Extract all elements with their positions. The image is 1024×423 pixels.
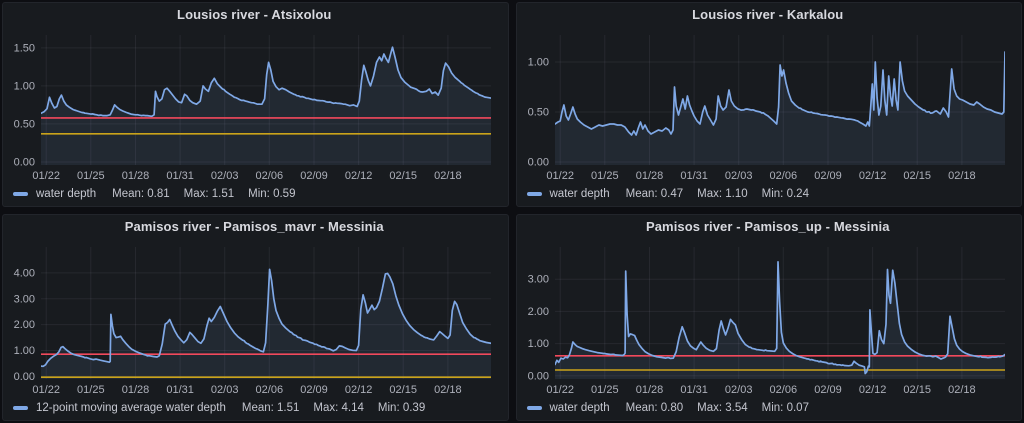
svg-text:4.00: 4.00 (14, 267, 35, 279)
svg-text:02/18: 02/18 (434, 384, 462, 396)
panel-lousios-atsixolou: Lousios river - Atsixolou 01/22 01/25 01/2… (2, 2, 509, 207)
svg-text:02/06: 02/06 (769, 170, 797, 182)
svg-text:02/12: 02/12 (858, 170, 886, 182)
svg-text:02/15: 02/15 (389, 170, 417, 182)
svg-text:02/09: 02/09 (814, 170, 842, 182)
svg-text:02/03: 02/03 (211, 384, 239, 396)
legend-stat-mean: Mean: 1.51 (241, 402, 300, 414)
svg-text:02/03: 02/03 (724, 384, 752, 396)
svg-text:01/22: 01/22 (32, 170, 60, 182)
svg-text:01/31: 01/31 (166, 170, 194, 182)
svg-text:01/28: 01/28 (635, 170, 663, 182)
svg-text:01/25: 01/25 (77, 384, 105, 396)
svg-text:02/09: 02/09 (814, 384, 842, 396)
svg-text:01/28: 01/28 (635, 384, 663, 396)
svg-text:01/25: 01/25 (591, 170, 619, 182)
legend-stat-mean: Mean: 0.81 (112, 188, 170, 200)
svg-text:0.50: 0.50 (14, 118, 35, 130)
svg-text:0.00: 0.00 (14, 371, 35, 383)
panel-pamisos-up: Pamisos river - Pamisos_up - Messinia 01… (515, 214, 1022, 421)
svg-text:0.00: 0.00 (14, 157, 35, 169)
svg-text:02/06: 02/06 (256, 170, 284, 182)
series-color-swatch (526, 406, 542, 410)
legend-stat-max: Max: 1.10 (697, 188, 748, 200)
svg-text:2.00: 2.00 (14, 319, 35, 331)
series-color-swatch (526, 192, 542, 196)
svg-text:02/03: 02/03 (211, 170, 239, 182)
legend-stat-min: Min: 0.39 (377, 402, 426, 414)
svg-text:02/15: 02/15 (903, 384, 931, 396)
legend-stat-mean: Mean: 0.80 (625, 402, 684, 414)
time-series-plot[interactable]: 01/22 01/25 01/28 01/31 02/03 02/06 02/09 02/12… (523, 235, 1014, 399)
legend-stats: Mean: 0.81 Max: 1.51 Min: 0.59 (112, 188, 295, 200)
time-series-plot[interactable]: 01/22 01/25 01/28 01/31 02/03 02/06 02/09 02/12… (9, 23, 500, 185)
legend-stat-min: Min: 0.24 (761, 188, 809, 200)
legend-series-label[interactable]: water depth (549, 188, 610, 200)
legend-stat-max: Max: 1.51 (183, 188, 235, 200)
svg-text:01/22: 01/22 (546, 170, 574, 182)
legend-stat-max: Max: 3.54 (697, 402, 748, 414)
svg-text:02/09: 02/09 (300, 384, 328, 396)
svg-text:02/15: 02/15 (389, 384, 417, 396)
svg-text:01/31: 01/31 (680, 384, 708, 396)
svg-text:01/31: 01/31 (680, 170, 708, 182)
legend-stat-max: Max: 4.14 (313, 402, 364, 414)
svg-text:0.50: 0.50 (527, 107, 548, 119)
panel-title[interactable]: Lousios river - Karkalou (692, 7, 844, 22)
svg-text:2.00: 2.00 (527, 306, 548, 318)
svg-text:02/18: 02/18 (948, 384, 976, 396)
svg-text:01/28: 01/28 (122, 170, 150, 182)
svg-text:1.00: 1.00 (14, 345, 35, 357)
legend-stat-min: Min: 0.59 (248, 188, 296, 200)
svg-text:02/12: 02/12 (858, 384, 886, 396)
svg-text:02/15: 02/15 (903, 170, 931, 182)
svg-text:1.00: 1.00 (14, 80, 35, 92)
legend: 12-point moving average water depth Mean… (9, 399, 500, 417)
svg-text:02/03: 02/03 (724, 170, 752, 182)
series-color-swatch (13, 406, 28, 410)
legend-stats: Mean: 0.47 Max: 1.10 Min: 0.24 (626, 188, 809, 200)
svg-text:02/06: 02/06 (769, 384, 797, 396)
svg-text:1.50: 1.50 (14, 42, 35, 54)
svg-text:3.00: 3.00 (527, 274, 548, 286)
legend: water depth Mean: 0.47 Max: 1.10 Min: 0.… (523, 185, 1014, 203)
legend-stats: Mean: 1.51 Max: 4.14 Min: 0.39 (242, 402, 425, 414)
svg-text:01/28: 01/28 (122, 384, 150, 396)
time-series-plot[interactable]: 01/22 01/25 01/28 01/31 02/03 02/06 02/09 02/12… (523, 23, 1014, 185)
legend-stats: Mean: 0.80 Max: 3.54 Min: 0.07 (626, 402, 809, 414)
svg-text:02/06: 02/06 (256, 384, 284, 396)
svg-text:02/18: 02/18 (948, 170, 976, 182)
panel-lousios-karkalou: Lousios river - Karkalou 01/22 01/25 01/28… (515, 2, 1022, 207)
svg-text:01/22: 01/22 (546, 384, 574, 396)
legend: water depth Mean: 0.80 Max: 3.54 Min: 0.… (523, 399, 1014, 417)
svg-text:01/22: 01/22 (32, 384, 60, 396)
panel-pamisos-mavr: Pamisos river - Pamisos_mavr - Messinia … (2, 214, 509, 421)
svg-text:01/25: 01/25 (591, 384, 619, 396)
legend-stat-mean: Mean: 0.47 (625, 188, 684, 200)
svg-text:02/12: 02/12 (345, 170, 373, 182)
legend-series-label[interactable]: 12-point moving average water depth (36, 402, 226, 414)
legend: water depth Mean: 0.81 Max: 1.51 Min: 0.… (9, 185, 500, 203)
legend-series-label[interactable]: water depth (549, 402, 610, 414)
svg-text:02/12: 02/12 (345, 384, 373, 396)
panel-title[interactable]: Lousios river - Atsixolou (177, 7, 332, 22)
svg-text:3.00: 3.00 (14, 293, 35, 305)
svg-text:02/18: 02/18 (434, 170, 462, 182)
legend-stat-min: Min: 0.07 (761, 402, 809, 414)
time-series-plot[interactable]: 01/22 01/25 01/28 01/31 02/03 02/06 02/09 02/12… (9, 235, 500, 399)
svg-text:02/09: 02/09 (300, 170, 328, 182)
legend-series-label[interactable]: water depth (36, 188, 97, 200)
svg-text:0.00: 0.00 (527, 157, 548, 169)
svg-text:01/25: 01/25 (77, 170, 105, 182)
panel-title[interactable]: Pamisos river - Pamisos_up - Messinia (645, 219, 890, 234)
svg-text:0.00: 0.00 (527, 370, 548, 382)
svg-text:1.00: 1.00 (527, 338, 548, 350)
series-color-swatch (13, 192, 28, 196)
svg-text:1.00: 1.00 (527, 57, 548, 69)
svg-text:01/31: 01/31 (166, 384, 194, 396)
panel-title[interactable]: Pamisos river - Pamisos_mavr - Messinia (124, 219, 384, 234)
